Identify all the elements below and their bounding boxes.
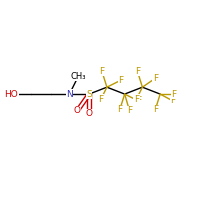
Text: F: F bbox=[99, 67, 105, 76]
Text: F: F bbox=[170, 96, 176, 105]
Text: F: F bbox=[136, 96, 141, 105]
Text: F: F bbox=[171, 90, 177, 99]
Text: F: F bbox=[127, 106, 132, 115]
Text: CH₃: CH₃ bbox=[71, 72, 86, 81]
Text: HO: HO bbox=[4, 90, 18, 99]
Text: N: N bbox=[66, 90, 73, 99]
Text: F: F bbox=[153, 105, 158, 114]
Text: F: F bbox=[118, 76, 123, 85]
Text: F: F bbox=[153, 74, 158, 83]
Text: O: O bbox=[86, 109, 93, 118]
Text: S: S bbox=[86, 90, 92, 99]
Text: O: O bbox=[74, 106, 81, 115]
Text: F: F bbox=[135, 67, 140, 76]
Text: F: F bbox=[134, 95, 139, 104]
Text: F: F bbox=[117, 105, 122, 114]
Text: F: F bbox=[98, 95, 104, 104]
